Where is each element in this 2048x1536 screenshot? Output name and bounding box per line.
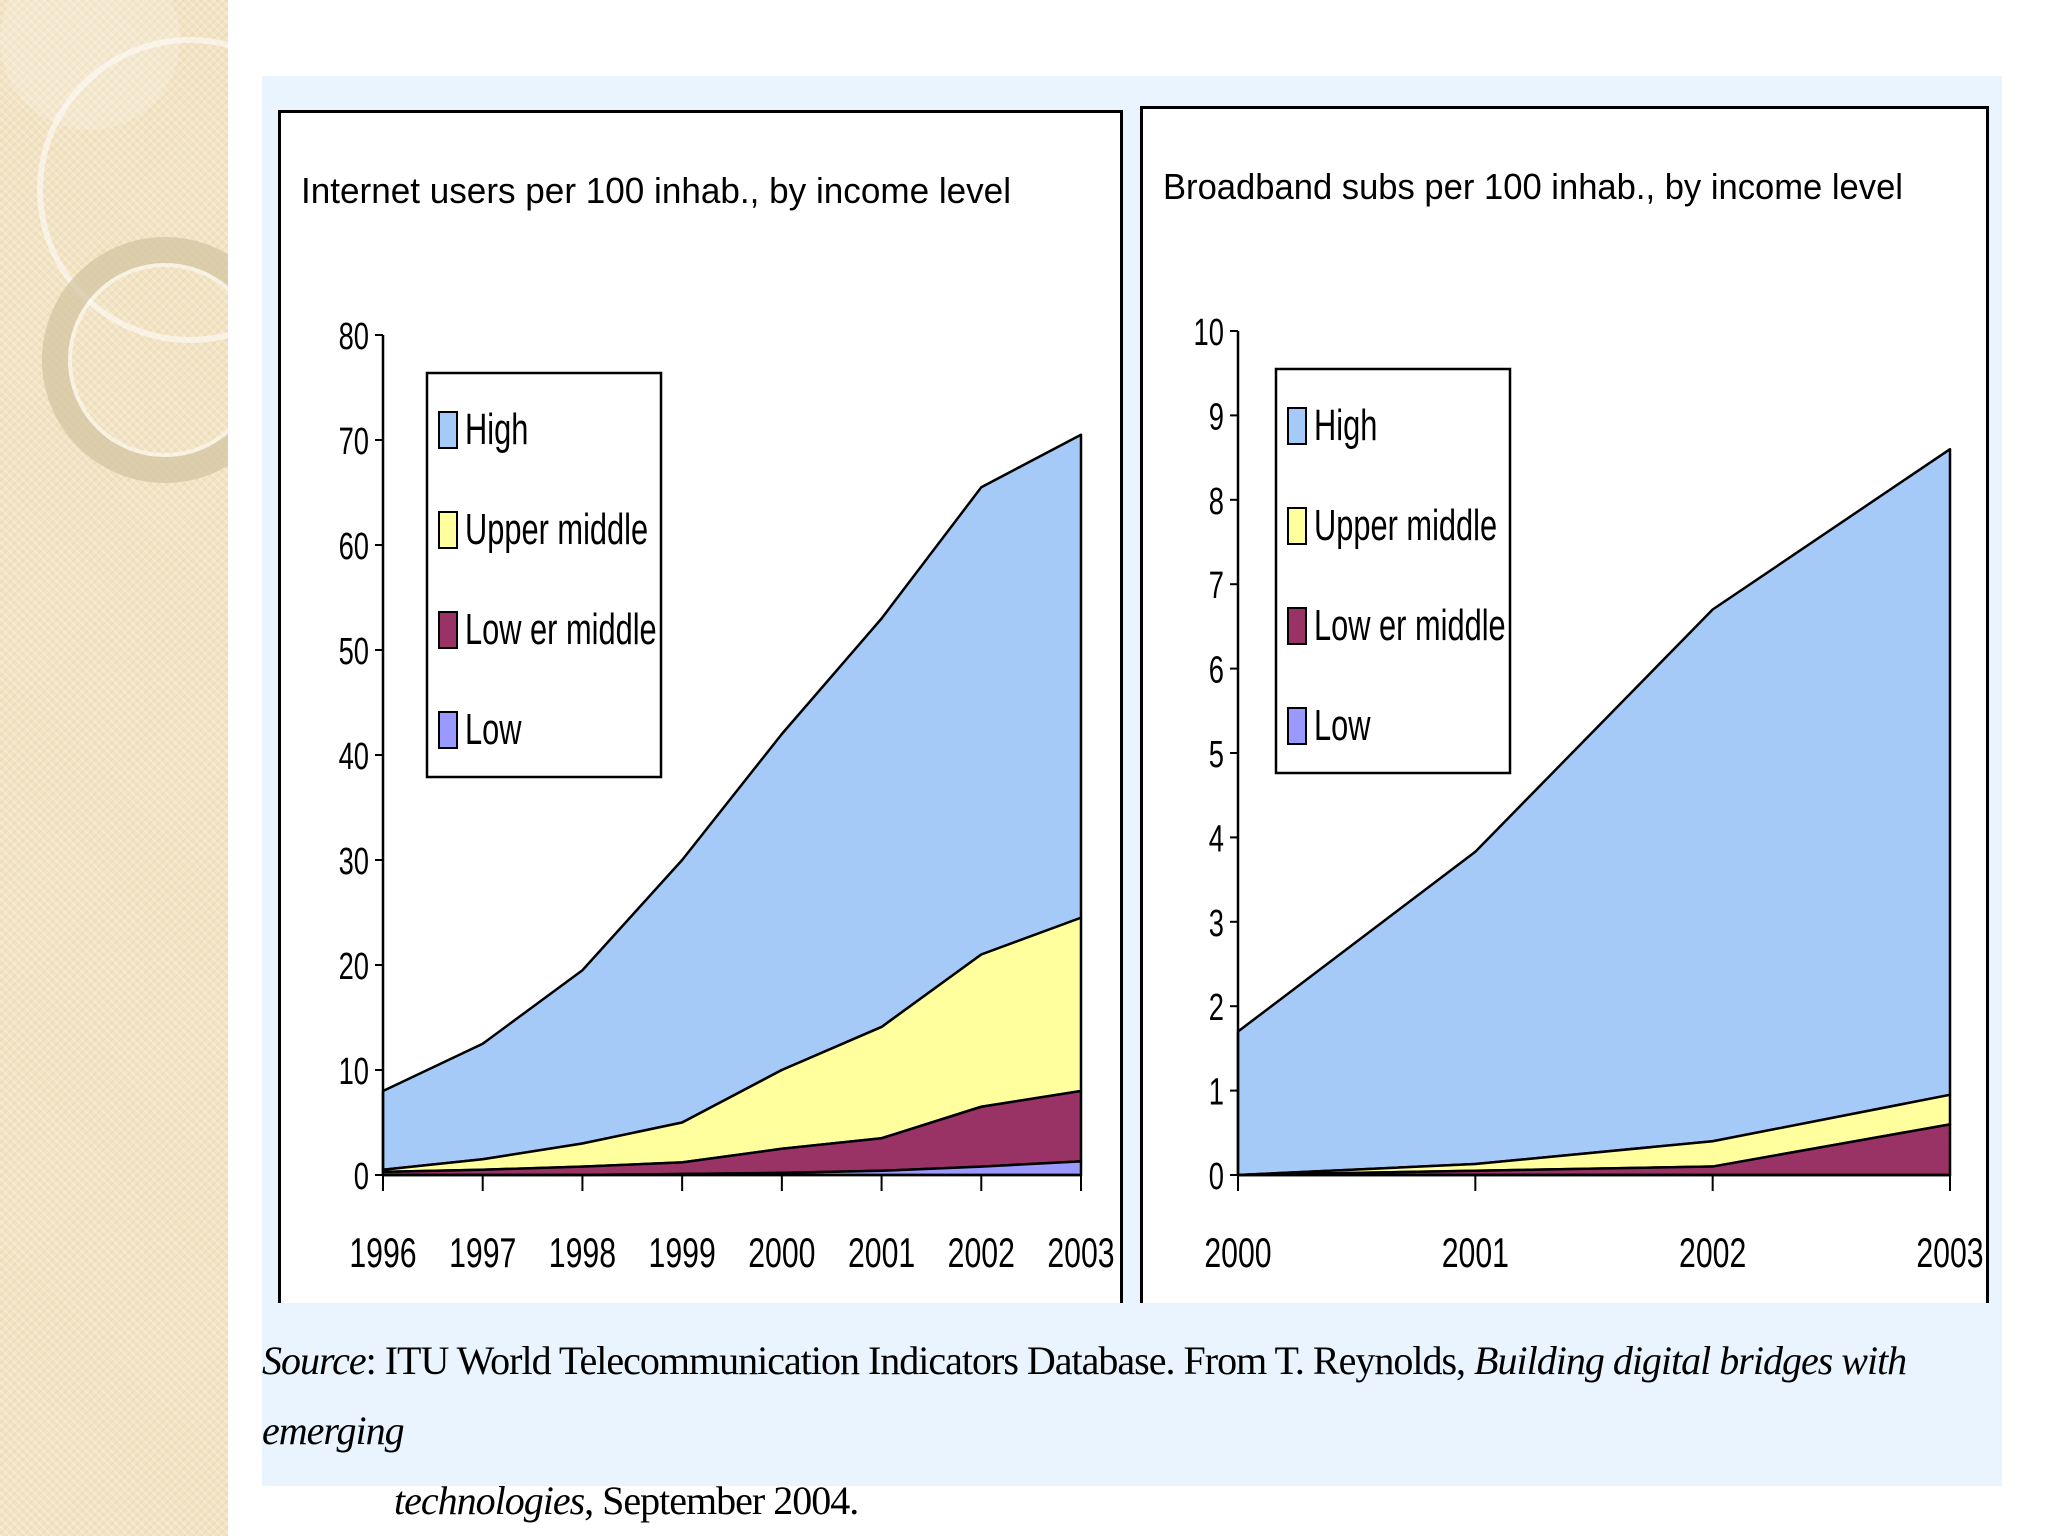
y-tick-label: 3 bbox=[1209, 903, 1224, 945]
legend-swatch-upper-middle bbox=[438, 511, 458, 549]
y-tick-label: 8 bbox=[1209, 481, 1224, 523]
legend-label-upper-middle: Upper middle bbox=[1314, 502, 1497, 551]
y-tick-label: 0 bbox=[354, 1156, 369, 1198]
x-tick-label: 1999 bbox=[649, 1229, 716, 1276]
legend-label-low: Low bbox=[1314, 702, 1371, 751]
internet-users-chart: Internet users per 100 inhab., by income… bbox=[301, 170, 1115, 1276]
y-tick-label: 10 bbox=[339, 1051, 369, 1093]
legend-label-high: High bbox=[465, 406, 528, 455]
broadband-subs-chart: Broadband subs per 100 inhab., by income… bbox=[1163, 166, 1984, 1276]
legend-swatch-high bbox=[1287, 407, 1307, 445]
y-tick-label: 70 bbox=[339, 421, 369, 463]
y-tick-label: 6 bbox=[1209, 649, 1224, 691]
x-tick-label: 2002 bbox=[948, 1229, 1015, 1276]
y-tick-label: 80 bbox=[339, 316, 369, 358]
x-tick-label: 2001 bbox=[1442, 1229, 1509, 1276]
x-tick-label: 1998 bbox=[549, 1229, 616, 1276]
legend-box bbox=[1274, 367, 1512, 775]
y-tick-label: 30 bbox=[339, 841, 369, 883]
legend-swatch-high bbox=[438, 411, 458, 449]
source-book-title-cont: technologies bbox=[394, 1478, 585, 1523]
source-date: , September 2004. bbox=[584, 1478, 859, 1523]
legend-swatch-low-er-middle bbox=[438, 611, 458, 649]
legend-swatch-low bbox=[1287, 707, 1307, 745]
source-book-title: Building digital bridges with emerging bbox=[262, 1338, 1907, 1453]
y-tick-label: 10 bbox=[1194, 312, 1224, 354]
x-tick-label: 1996 bbox=[349, 1229, 416, 1276]
internet-users-chart-panel: Internet users per 100 inhab., by income… bbox=[278, 110, 1123, 1303]
y-tick-label: 40 bbox=[339, 736, 369, 778]
x-tick-label: 2000 bbox=[748, 1229, 815, 1276]
x-tick-label: 2003 bbox=[1047, 1229, 1114, 1276]
legend-box bbox=[425, 371, 663, 779]
source-line-2: technologies, September 2004. bbox=[262, 1466, 1962, 1536]
legend-swatch-low bbox=[438, 711, 458, 749]
y-tick-label: 0 bbox=[1209, 1156, 1224, 1198]
x-tick-label: 2001 bbox=[848, 1229, 915, 1276]
slide-frame: Internet users per 100 inhab., by income… bbox=[262, 76, 2002, 1523]
decorative-side-panel bbox=[0, 0, 228, 1536]
legend-label-upper-middle: Upper middle bbox=[465, 506, 648, 555]
legend-swatch-upper-middle bbox=[1287, 507, 1307, 545]
y-tick-label: 60 bbox=[339, 526, 369, 568]
decorative-rings bbox=[0, 0, 228, 483]
x-tick-label: 2000 bbox=[1204, 1229, 1271, 1276]
y-tick-label: 7 bbox=[1209, 565, 1224, 607]
y-tick-label: 9 bbox=[1209, 396, 1224, 438]
y-tick-label: 20 bbox=[339, 946, 369, 988]
y-tick-label: 1 bbox=[1209, 1071, 1224, 1113]
x-tick-label: 2003 bbox=[1916, 1229, 1983, 1276]
legend-swatch-low-er-middle bbox=[1287, 607, 1307, 645]
x-tick-label: 2002 bbox=[1679, 1229, 1746, 1276]
chart-title: Broadband subs per 100 inhab., by income… bbox=[1163, 166, 1903, 207]
legend-label-low: Low bbox=[465, 706, 522, 755]
source-citation: Source: ITU World Telecommunication Indi… bbox=[262, 1326, 1962, 1536]
broadband-subs-chart-panel: Broadband subs per 100 inhab., by income… bbox=[1140, 106, 1989, 1303]
y-tick-label: 4 bbox=[1209, 818, 1224, 860]
x-tick-label: 1997 bbox=[449, 1229, 516, 1276]
y-tick-label: 2 bbox=[1209, 987, 1224, 1029]
legend-label-low-er-middle: Low er middle bbox=[465, 606, 657, 655]
y-tick-label: 5 bbox=[1209, 734, 1224, 776]
source-text: : ITU World Telecommunication Indicators… bbox=[365, 1338, 1475, 1383]
legend-label-low-er-middle: Low er middle bbox=[1314, 602, 1506, 651]
y-tick-label: 50 bbox=[339, 631, 369, 673]
legend-label-high: High bbox=[1314, 402, 1377, 451]
chart-title: Internet users per 100 inhab., by income… bbox=[301, 170, 1011, 211]
source-label: Source bbox=[262, 1338, 367, 1383]
